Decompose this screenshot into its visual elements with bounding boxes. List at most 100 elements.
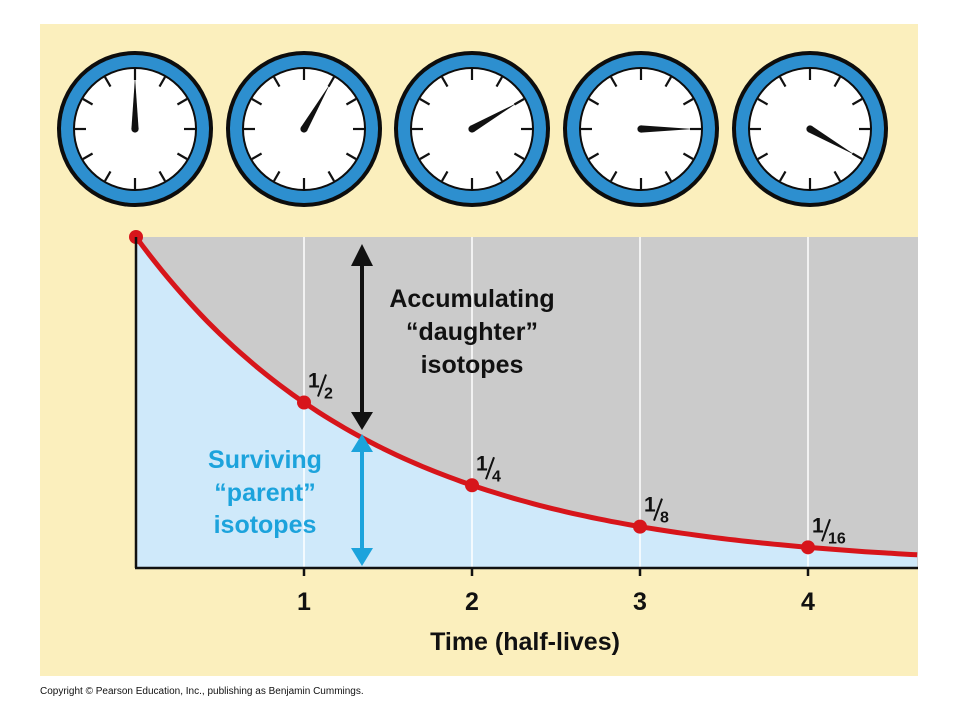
fraction-denominator: 16 bbox=[828, 530, 846, 547]
clock-tick bbox=[495, 170, 503, 182]
fraction-numerator: 1 bbox=[812, 514, 824, 537]
daughter-line-3: isotopes bbox=[421, 351, 524, 379]
clock-tick bbox=[251, 152, 263, 160]
clock-tick bbox=[104, 76, 112, 88]
clock-tick bbox=[513, 152, 525, 160]
clock-tick bbox=[682, 98, 694, 106]
clock-tick bbox=[158, 76, 166, 88]
parent-line-3: isotopes bbox=[214, 511, 317, 539]
clock-tick bbox=[851, 98, 863, 106]
clock-tick bbox=[610, 170, 618, 182]
x-tick-label-3: 3 bbox=[633, 588, 647, 616]
clock-tick bbox=[273, 76, 281, 88]
clock-tick bbox=[176, 98, 188, 106]
clock-hand bbox=[641, 125, 693, 133]
x-ticks: 1 2 3 4 bbox=[297, 568, 815, 616]
fraction-denominator: 2 bbox=[324, 386, 333, 403]
clock-tick bbox=[588, 98, 600, 106]
clock-tick bbox=[82, 152, 94, 160]
copyright-notice: Copyright © Pearson Education, Inc., pub… bbox=[40, 686, 364, 697]
clock-pivot bbox=[806, 125, 814, 133]
fraction-numerator: 1 bbox=[308, 370, 320, 393]
clock-hand bbox=[808, 125, 855, 155]
clock-tick bbox=[779, 170, 787, 182]
x-axis-title: Time (half-lives) bbox=[430, 628, 620, 656]
clock-tick bbox=[104, 170, 112, 182]
data-point-2 bbox=[465, 478, 479, 493]
clock-tick bbox=[176, 152, 188, 160]
clock-tick bbox=[441, 76, 449, 88]
daughter-arrow-head-up bbox=[351, 244, 373, 266]
daughter-annotation: Accumulating “daughter” isotopes bbox=[389, 285, 554, 379]
fraction-slash bbox=[821, 518, 831, 542]
annotation-arrows bbox=[351, 244, 373, 566]
clock-icon-3 bbox=[394, 51, 550, 207]
clock-row bbox=[57, 51, 888, 207]
parent-annotation: Surviving “parent” isotopes bbox=[208, 446, 322, 539]
clock-tick bbox=[419, 98, 431, 106]
clock-tick bbox=[273, 170, 281, 182]
fraction-numerator: 1 bbox=[644, 494, 656, 517]
clock-tick bbox=[419, 152, 431, 160]
daughter-line-1: Accumulating bbox=[389, 285, 554, 313]
clock-icon-5 bbox=[732, 51, 888, 207]
clock-hand bbox=[300, 84, 330, 131]
data-point-4 bbox=[801, 540, 815, 555]
clock-hand bbox=[131, 77, 139, 129]
decay-curve bbox=[133, 235, 918, 558]
clock-tick bbox=[779, 76, 787, 88]
fraction-slash bbox=[485, 456, 495, 480]
point-label-3: 18 bbox=[644, 494, 669, 527]
daughter-arrow-head-down bbox=[351, 412, 373, 430]
point-label-4: 116 bbox=[812, 514, 846, 547]
clock-tick bbox=[664, 170, 672, 182]
clock-pivot bbox=[131, 125, 139, 133]
clock-icon-1 bbox=[57, 51, 213, 207]
parent-line-1: Surviving bbox=[208, 446, 322, 474]
clock-tick bbox=[345, 152, 357, 160]
clock-tick bbox=[82, 98, 94, 106]
fraction-slash bbox=[317, 374, 327, 397]
point-label-2: 14 bbox=[476, 452, 501, 485]
clock-hand bbox=[470, 103, 517, 133]
x-tick-label-2: 2 bbox=[465, 588, 479, 616]
clock-tick bbox=[610, 76, 618, 88]
clock-tick bbox=[345, 98, 357, 106]
clock-tick bbox=[664, 76, 672, 88]
clock-pivot bbox=[300, 125, 308, 133]
clock-pivot bbox=[468, 125, 476, 133]
parent-region bbox=[136, 237, 918, 568]
x-tick-label-4: 4 bbox=[801, 588, 815, 616]
clock-tick bbox=[833, 170, 841, 182]
clock-tick bbox=[495, 76, 503, 88]
fraction-numerator: 1 bbox=[476, 452, 488, 475]
clock-tick bbox=[327, 170, 335, 182]
data-points bbox=[129, 230, 815, 555]
point-label-1: 12 bbox=[308, 370, 333, 403]
clock-tick bbox=[251, 98, 263, 106]
parent-line-2: “parent” bbox=[214, 479, 315, 507]
clock-icon-2 bbox=[226, 51, 382, 207]
daughter-line-2: “daughter” bbox=[406, 318, 538, 346]
clock-tick bbox=[757, 152, 769, 160]
data-point-1 bbox=[297, 395, 311, 410]
clock-tick bbox=[158, 170, 166, 182]
clock-tick bbox=[441, 170, 449, 182]
fraction-slash bbox=[653, 498, 663, 521]
clock-tick bbox=[682, 152, 694, 160]
fraction-denominator: 8 bbox=[660, 510, 669, 527]
clock-tick bbox=[757, 98, 769, 106]
data-point-3 bbox=[633, 519, 647, 534]
parent-arrow-head-up bbox=[351, 434, 373, 452]
clock-pivot bbox=[637, 125, 645, 133]
gridlines bbox=[303, 237, 809, 568]
clock-tick bbox=[588, 152, 600, 160]
clock-tick bbox=[833, 76, 841, 88]
parent-arrow-head-down bbox=[351, 548, 373, 566]
x-tick-label-1: 1 bbox=[297, 588, 311, 616]
fraction-denominator: 4 bbox=[492, 468, 501, 485]
clock-icon-4 bbox=[563, 51, 719, 207]
